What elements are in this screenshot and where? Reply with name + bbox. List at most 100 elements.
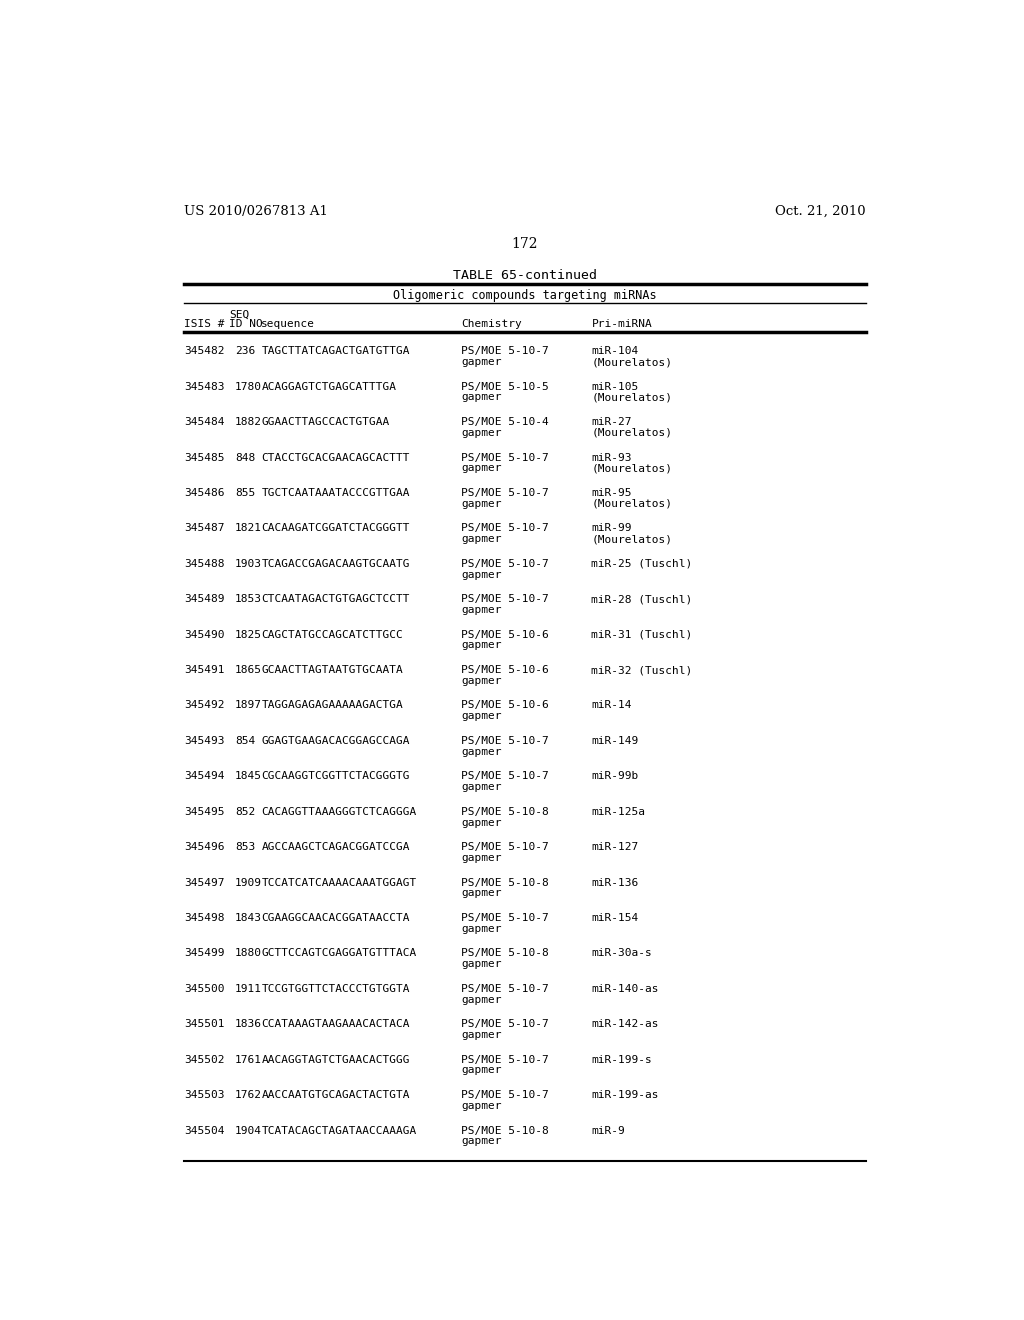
- Text: TCCGTGGTTCTACCCTGTGGTA: TCCGTGGTTCTACCCTGTGGTA: [261, 983, 410, 994]
- Text: (Mourelatos): (Mourelatos): [592, 392, 673, 403]
- Text: CTACCTGCACGAACAGCACTTT: CTACCTGCACGAACAGCACTTT: [261, 453, 410, 462]
- Text: 1761: 1761: [234, 1055, 262, 1065]
- Text: 853: 853: [234, 842, 255, 853]
- Text: gapmer: gapmer: [461, 817, 502, 828]
- Text: gapmer: gapmer: [461, 640, 502, 651]
- Text: miR-30a-s: miR-30a-s: [592, 948, 652, 958]
- Text: 345493: 345493: [183, 737, 224, 746]
- Text: gapmer: gapmer: [461, 747, 502, 756]
- Text: miR-140-as: miR-140-as: [592, 983, 659, 994]
- Text: 345501: 345501: [183, 1019, 224, 1030]
- Text: PS/MOE 5-10-7: PS/MOE 5-10-7: [461, 346, 549, 356]
- Text: PS/MOE 5-10-7: PS/MOE 5-10-7: [461, 524, 549, 533]
- Text: PS/MOE 5-10-7: PS/MOE 5-10-7: [461, 771, 549, 781]
- Text: PS/MOE 5-10-5: PS/MOE 5-10-5: [461, 381, 549, 392]
- Text: (Mourelatos): (Mourelatos): [592, 499, 673, 508]
- Text: 345503: 345503: [183, 1090, 224, 1100]
- Text: 345486: 345486: [183, 488, 224, 498]
- Text: PS/MOE 5-10-7: PS/MOE 5-10-7: [461, 453, 549, 462]
- Text: Pri-miRNA: Pri-miRNA: [592, 318, 652, 329]
- Text: 1780: 1780: [234, 381, 262, 392]
- Text: 848: 848: [234, 453, 255, 462]
- Text: PS/MOE 5-10-7: PS/MOE 5-10-7: [461, 1055, 549, 1065]
- Text: CACAGGTTAAAGGGTCTCAGGGA: CACAGGTTAAAGGGTCTCAGGGA: [261, 807, 417, 817]
- Text: miR-104: miR-104: [592, 346, 639, 356]
- Text: TABLE 65-continued: TABLE 65-continued: [453, 268, 597, 281]
- Text: 1897: 1897: [234, 701, 262, 710]
- Text: miR-154: miR-154: [592, 913, 639, 923]
- Text: CGCAAGGTCGGTTCTACGGGTG: CGCAAGGTCGGTTCTACGGGTG: [261, 771, 410, 781]
- Text: 854: 854: [234, 737, 255, 746]
- Text: miR-149: miR-149: [592, 737, 639, 746]
- Text: miR-9: miR-9: [592, 1126, 626, 1135]
- Text: 345491: 345491: [183, 665, 224, 675]
- Text: PS/MOE 5-10-8: PS/MOE 5-10-8: [461, 807, 549, 817]
- Text: AACCAATGTGCAGACTACTGTA: AACCAATGTGCAGACTACTGTA: [261, 1090, 410, 1100]
- Text: PS/MOE 5-10-7: PS/MOE 5-10-7: [461, 737, 549, 746]
- Text: miR-27: miR-27: [592, 417, 632, 428]
- Text: CGAAGGCAACACGGATAACCTA: CGAAGGCAACACGGATAACCTA: [261, 913, 410, 923]
- Text: 345487: 345487: [183, 524, 224, 533]
- Text: gapmer: gapmer: [461, 888, 502, 899]
- Text: 1880: 1880: [234, 948, 262, 958]
- Text: GCTTCCAGTCGAGGATGTTTACA: GCTTCCAGTCGAGGATGTTTACA: [261, 948, 417, 958]
- Text: 345494: 345494: [183, 771, 224, 781]
- Text: miR-199-as: miR-199-as: [592, 1090, 659, 1100]
- Text: 345492: 345492: [183, 701, 224, 710]
- Text: PS/MOE 5-10-7: PS/MOE 5-10-7: [461, 594, 549, 605]
- Text: PS/MOE 5-10-7: PS/MOE 5-10-7: [461, 983, 549, 994]
- Text: miR-93: miR-93: [592, 453, 632, 462]
- Text: 1762: 1762: [234, 1090, 262, 1100]
- Text: gapmer: gapmer: [461, 1137, 502, 1146]
- Text: SEQ: SEQ: [228, 309, 249, 319]
- Text: PS/MOE 5-10-7: PS/MOE 5-10-7: [461, 842, 549, 853]
- Text: miR-31 (Tuschl): miR-31 (Tuschl): [592, 630, 692, 640]
- Text: 1843: 1843: [234, 913, 262, 923]
- Text: ISIS #: ISIS #: [183, 318, 224, 329]
- Text: 1909: 1909: [234, 878, 262, 887]
- Text: PS/MOE 5-10-4: PS/MOE 5-10-4: [461, 417, 549, 428]
- Text: PS/MOE 5-10-7: PS/MOE 5-10-7: [461, 1019, 549, 1030]
- Text: gapmer: gapmer: [461, 960, 502, 969]
- Text: 345502: 345502: [183, 1055, 224, 1065]
- Text: PS/MOE 5-10-7: PS/MOE 5-10-7: [461, 913, 549, 923]
- Text: 345504: 345504: [183, 1126, 224, 1135]
- Text: sequence: sequence: [261, 318, 315, 329]
- Text: 345482: 345482: [183, 346, 224, 356]
- Text: 345489: 345489: [183, 594, 224, 605]
- Text: gapmer: gapmer: [461, 1065, 502, 1076]
- Text: miR-99: miR-99: [592, 524, 632, 533]
- Text: gapmer: gapmer: [461, 463, 502, 474]
- Text: TCCATCATCAAAACAAATGGAGT: TCCATCATCAAAACAAATGGAGT: [261, 878, 417, 887]
- Text: gapmer: gapmer: [461, 853, 502, 863]
- Text: gapmer: gapmer: [461, 1101, 502, 1111]
- Text: miR-199-s: miR-199-s: [592, 1055, 652, 1065]
- Text: gapmer: gapmer: [461, 924, 502, 933]
- Text: miR-95: miR-95: [592, 488, 632, 498]
- Text: ACAGGAGTCTGAGCATTTGA: ACAGGAGTCTGAGCATTTGA: [261, 381, 396, 392]
- Text: 1865: 1865: [234, 665, 262, 675]
- Text: 345485: 345485: [183, 453, 224, 462]
- Text: GGAACTTAGCCACTGTGAA: GGAACTTAGCCACTGTGAA: [261, 417, 389, 428]
- Text: 345500: 345500: [183, 983, 224, 994]
- Text: gapmer: gapmer: [461, 605, 502, 615]
- Text: CCATAAAGTAAGAAACACTACA: CCATAAAGTAAGAAACACTACA: [261, 1019, 410, 1030]
- Text: 1882: 1882: [234, 417, 262, 428]
- Text: 345495: 345495: [183, 807, 224, 817]
- Text: PS/MOE 5-10-7: PS/MOE 5-10-7: [461, 1090, 549, 1100]
- Text: TAGGAGAGAGAAAAAGACTGA: TAGGAGAGAGAAAAAGACTGA: [261, 701, 403, 710]
- Text: 345499: 345499: [183, 948, 224, 958]
- Text: miR-99b: miR-99b: [592, 771, 639, 781]
- Text: miR-28 (Tuschl): miR-28 (Tuschl): [592, 594, 692, 605]
- Text: miR-105: miR-105: [592, 381, 639, 392]
- Text: 172: 172: [512, 238, 538, 251]
- Text: miR-142-as: miR-142-as: [592, 1019, 659, 1030]
- Text: 1836: 1836: [234, 1019, 262, 1030]
- Text: gapmer: gapmer: [461, 570, 502, 579]
- Text: GCAACTTAGTAATGTGCAATA: GCAACTTAGTAATGTGCAATA: [261, 665, 403, 675]
- Text: PS/MOE 5-10-6: PS/MOE 5-10-6: [461, 630, 549, 640]
- Text: (Mourelatos): (Mourelatos): [592, 535, 673, 544]
- Text: PS/MOE 5-10-6: PS/MOE 5-10-6: [461, 665, 549, 675]
- Text: (Mourelatos): (Mourelatos): [592, 358, 673, 367]
- Text: TGCTCAATAAATACCCGTTGAA: TGCTCAATAAATACCCGTTGAA: [261, 488, 410, 498]
